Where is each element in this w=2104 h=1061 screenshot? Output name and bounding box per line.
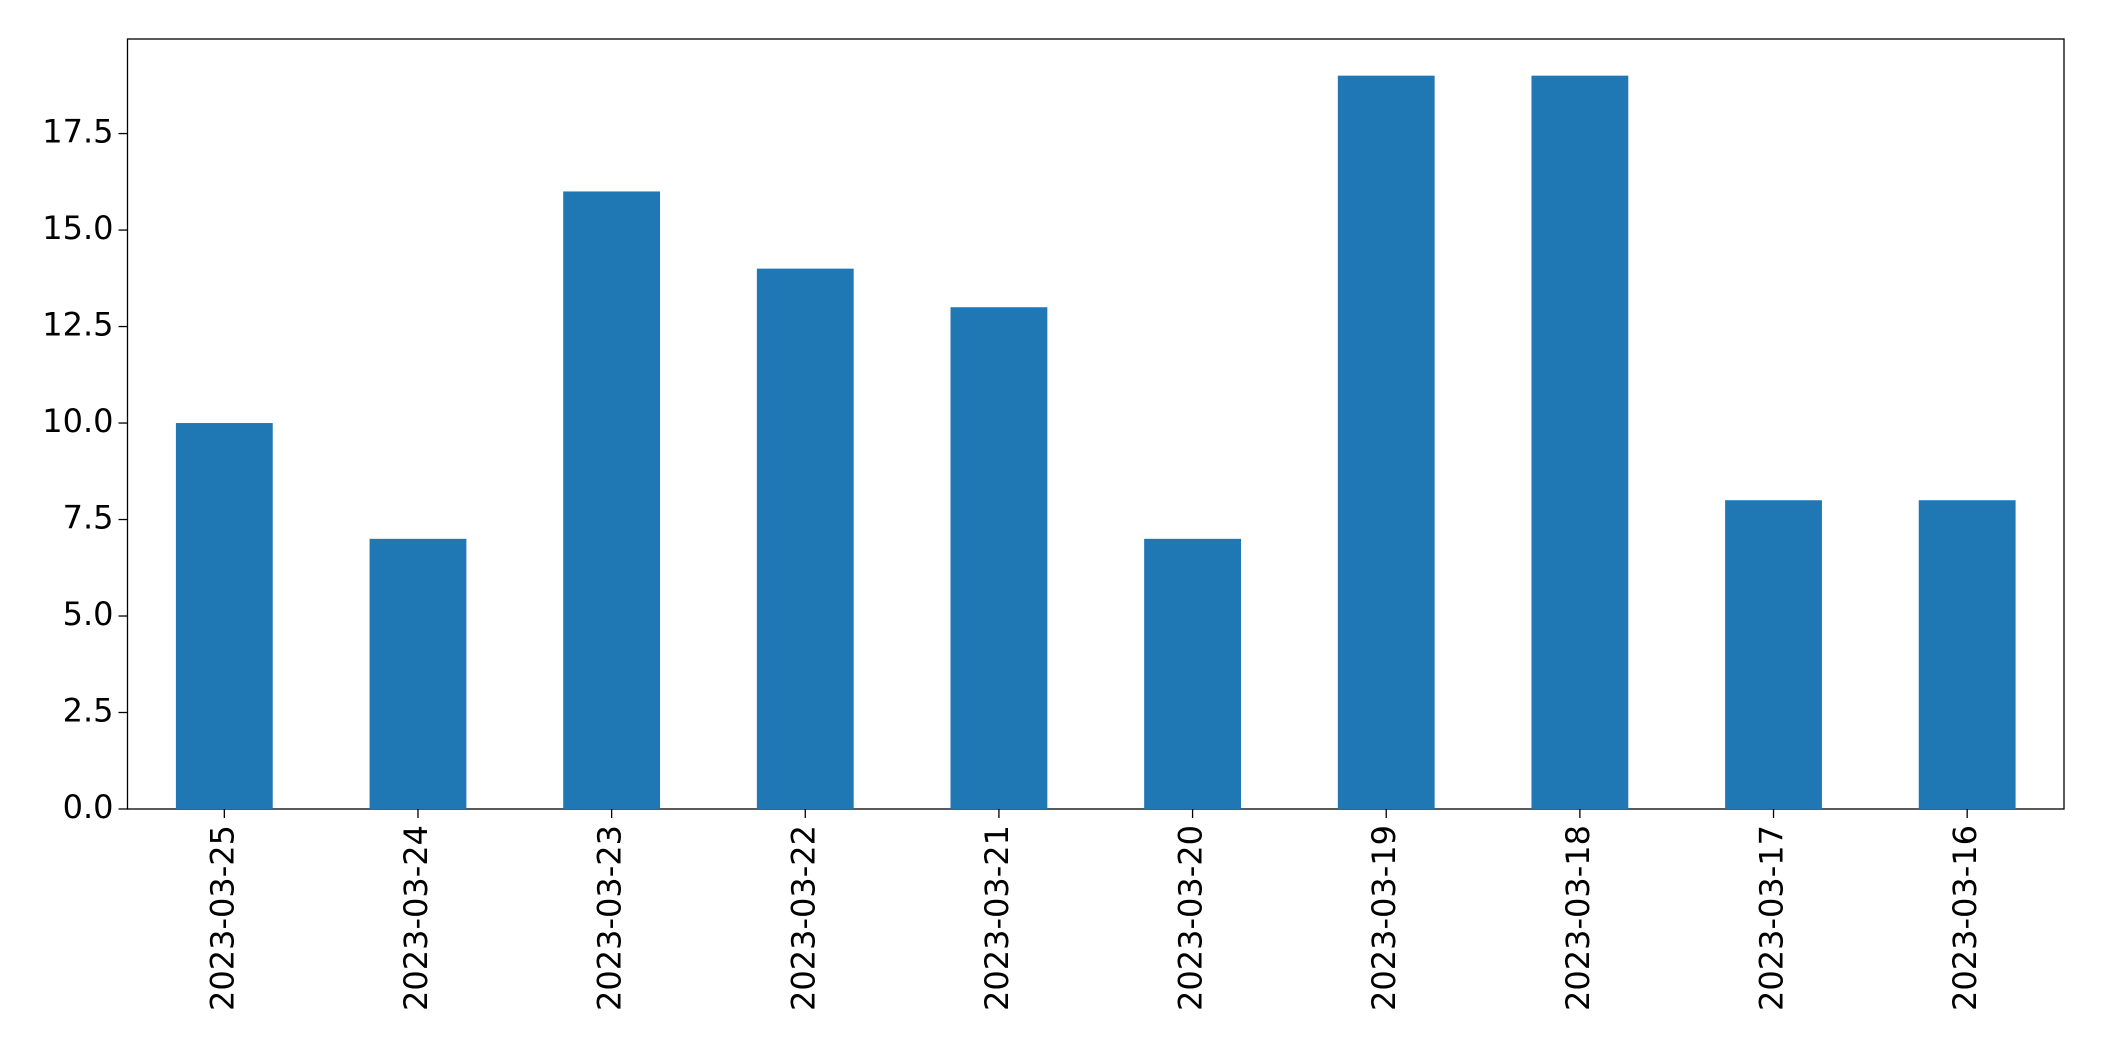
y-tick-label: 7.5 <box>63 499 114 537</box>
x-tick-label: 2023-03-19 <box>1365 825 1403 1011</box>
y-tick-label: 15.0 <box>42 209 113 247</box>
y-tick-label: 17.5 <box>42 113 113 151</box>
y-tick-label: 10.0 <box>42 402 113 440</box>
bar <box>1531 75 1629 809</box>
x-tick-label: 2023-03-22 <box>784 825 822 1011</box>
bar <box>1725 500 1822 809</box>
bar <box>1918 500 2016 809</box>
x-tick-label: 2023-03-18 <box>1559 825 1597 1011</box>
x-tick-label: 2023-03-21 <box>978 825 1016 1011</box>
y-tick-label: 2.5 <box>63 692 114 730</box>
x-tick-label: 2023-03-24 <box>397 825 435 1011</box>
bar <box>175 423 273 809</box>
x-tick-label: 2023-03-20 <box>1172 825 1210 1011</box>
y-tick-label: 0.0 <box>63 788 114 826</box>
x-tick-label: 2023-03-25 <box>203 825 241 1011</box>
bar <box>950 307 1048 809</box>
bar <box>1144 538 1241 809</box>
x-tick-label: 2023-03-17 <box>1753 825 1791 1011</box>
bar <box>563 191 661 809</box>
y-tick-label: 12.5 <box>42 306 113 344</box>
bar <box>756 268 854 809</box>
x-tick-label: 2023-03-16 <box>1946 825 1984 1011</box>
bar <box>1337 75 1435 809</box>
bar <box>369 538 467 809</box>
x-tick-label: 2023-03-23 <box>591 825 629 1011</box>
y-tick-label: 5.0 <box>63 595 114 633</box>
plot-frame <box>126 38 2065 810</box>
